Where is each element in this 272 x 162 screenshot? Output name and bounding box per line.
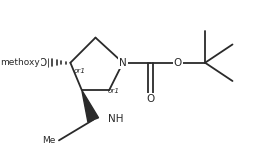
Polygon shape [82,90,98,122]
Text: O: O [39,58,47,68]
Text: O: O [174,58,182,68]
Text: methoxy: methoxy [0,58,40,67]
Text: Me: Me [42,136,55,145]
Text: or1: or1 [108,88,120,94]
Text: NH: NH [108,114,123,124]
Text: O: O [146,94,154,104]
Text: or1: or1 [74,68,86,74]
Text: N: N [119,58,127,68]
